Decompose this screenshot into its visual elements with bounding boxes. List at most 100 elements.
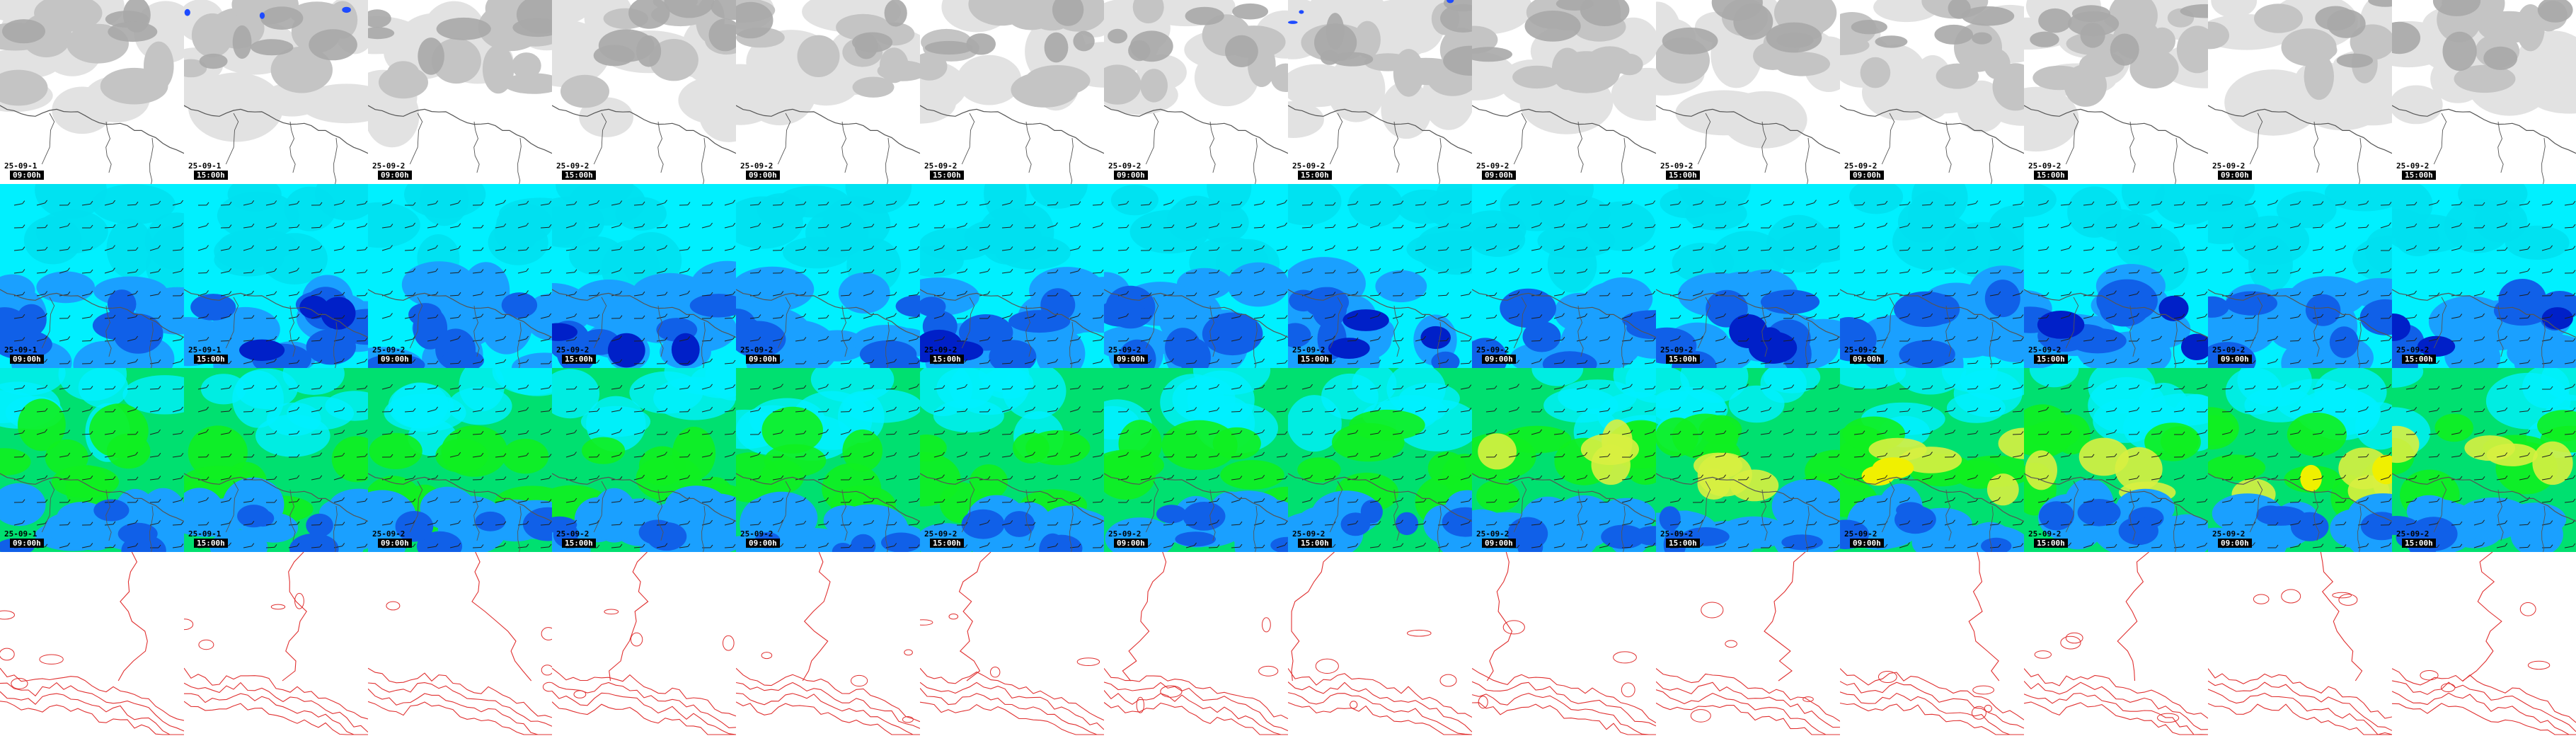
border-line bbox=[1025, 489, 1032, 541]
field-blob bbox=[1756, 327, 1783, 351]
wind-barbs bbox=[749, 200, 920, 364]
map-canvas bbox=[1472, 184, 1656, 368]
border-line bbox=[517, 321, 522, 368]
field-blob bbox=[1178, 338, 1211, 368]
field-blob bbox=[1986, 473, 2019, 506]
timestamp-date: 25-09-2 bbox=[1844, 529, 1878, 539]
field-blob bbox=[431, 38, 481, 84]
map-panel-wind-high: 25-09-2 09:00h bbox=[2208, 368, 2392, 552]
contour-line bbox=[1288, 682, 1472, 732]
field-blob bbox=[1326, 13, 1345, 50]
border-line bbox=[2433, 297, 2447, 349]
border-line bbox=[2357, 137, 2362, 184]
border-line bbox=[41, 113, 55, 165]
field-blob bbox=[1073, 30, 1095, 52]
field-blob bbox=[552, 206, 585, 246]
field-blob bbox=[1328, 338, 1370, 359]
field-blob bbox=[1202, 312, 1263, 356]
border-line bbox=[409, 113, 423, 165]
field-blob bbox=[552, 0, 592, 25]
contour-loop bbox=[2281, 589, 2301, 604]
field-blob bbox=[1044, 32, 1069, 63]
timestamp-time: 09:00h bbox=[378, 171, 412, 180]
contour-line bbox=[2392, 703, 2576, 735]
contour-line bbox=[1656, 702, 1840, 735]
timestamp-time: 15:00h bbox=[2034, 355, 2068, 364]
timestamp-date: 25-09-2 bbox=[1108, 161, 1142, 171]
field-blob bbox=[807, 330, 868, 362]
field-blob bbox=[1675, 90, 1773, 136]
coastline bbox=[368, 289, 552, 338]
border-line bbox=[701, 137, 706, 184]
field-blob bbox=[282, 368, 345, 395]
field-blob bbox=[852, 76, 895, 98]
field-blob bbox=[1936, 63, 1979, 89]
contour-line bbox=[2320, 552, 2363, 682]
contour-line bbox=[1104, 682, 1288, 732]
border-line bbox=[333, 137, 338, 184]
contour-line bbox=[2024, 668, 2208, 719]
field-blob bbox=[522, 507, 552, 541]
map-canvas bbox=[184, 368, 368, 552]
field-blob bbox=[1104, 64, 1142, 105]
field-blob bbox=[260, 6, 304, 30]
wind-barbs bbox=[1853, 384, 2024, 548]
field-blob bbox=[2537, 0, 2573, 23]
field-blob bbox=[435, 439, 488, 473]
border-line bbox=[777, 113, 791, 165]
field-blob bbox=[1531, 368, 1584, 386]
timestamp-date: 25-09-2 bbox=[556, 345, 590, 355]
field-blob bbox=[1781, 534, 1823, 551]
timestamp-time: 09:00h bbox=[1482, 355, 1516, 364]
field-blob bbox=[2483, 46, 2518, 70]
timestamp-date: 25-09-1 bbox=[188, 345, 222, 355]
field-blob bbox=[1288, 184, 1342, 226]
field-blob bbox=[23, 216, 82, 265]
map-panel-contour bbox=[552, 552, 736, 736]
field-blob bbox=[646, 522, 687, 551]
map-canvas bbox=[736, 0, 920, 184]
timestamp-date: 25-09-2 bbox=[372, 529, 406, 539]
map-panel-wind-high: 25-09-2 15:00h bbox=[2024, 368, 2208, 552]
contour-loop bbox=[604, 609, 619, 615]
border-line bbox=[225, 297, 239, 349]
contour-loop bbox=[920, 619, 933, 626]
map-panel-wind-low: 25-09-2 09:00h bbox=[2208, 184, 2392, 368]
border-line bbox=[517, 137, 522, 184]
timestamp-date: 25-09-2 bbox=[1476, 529, 1510, 539]
timestamp-label: 25-09-2 09:00h bbox=[739, 529, 787, 548]
timestamp-date: 25-09-2 bbox=[924, 345, 958, 355]
field-blob bbox=[261, 233, 328, 284]
timestamp-label: 25-09-1 15:00h bbox=[187, 345, 235, 364]
field-blob bbox=[188, 425, 248, 480]
timestamp-date: 25-09-2 bbox=[556, 529, 590, 539]
wind-barbs bbox=[381, 200, 552, 364]
map-canvas bbox=[368, 552, 552, 736]
contour-loop bbox=[2034, 650, 2052, 659]
field-blob bbox=[1512, 65, 1562, 89]
contour-loop bbox=[902, 716, 914, 723]
field-blob bbox=[1934, 24, 1973, 45]
border-line bbox=[2497, 121, 2504, 173]
field-blob bbox=[968, 0, 1035, 26]
border-line bbox=[1577, 305, 1584, 357]
field-blob bbox=[1961, 6, 2015, 26]
border-line bbox=[2541, 321, 2546, 368]
field-blob bbox=[106, 433, 151, 469]
border-line bbox=[105, 489, 112, 541]
border-line bbox=[1881, 113, 1895, 165]
field-blob bbox=[2080, 23, 2105, 48]
border-line bbox=[2313, 489, 2320, 541]
coastline bbox=[1656, 105, 1840, 154]
map-panel-cloud: 25-09-2 15:00h bbox=[552, 0, 736, 184]
field-blob bbox=[1672, 413, 1739, 460]
border-line bbox=[1761, 121, 1768, 173]
field-blob bbox=[2038, 8, 2072, 33]
field-blob bbox=[2541, 368, 2576, 401]
map-panel-contour bbox=[368, 552, 552, 736]
contour-line bbox=[368, 682, 552, 727]
field-blob bbox=[289, 533, 339, 552]
field-blob bbox=[2323, 62, 2392, 126]
timestamp-time: 09:00h bbox=[1114, 355, 1148, 364]
border-line bbox=[701, 505, 706, 552]
